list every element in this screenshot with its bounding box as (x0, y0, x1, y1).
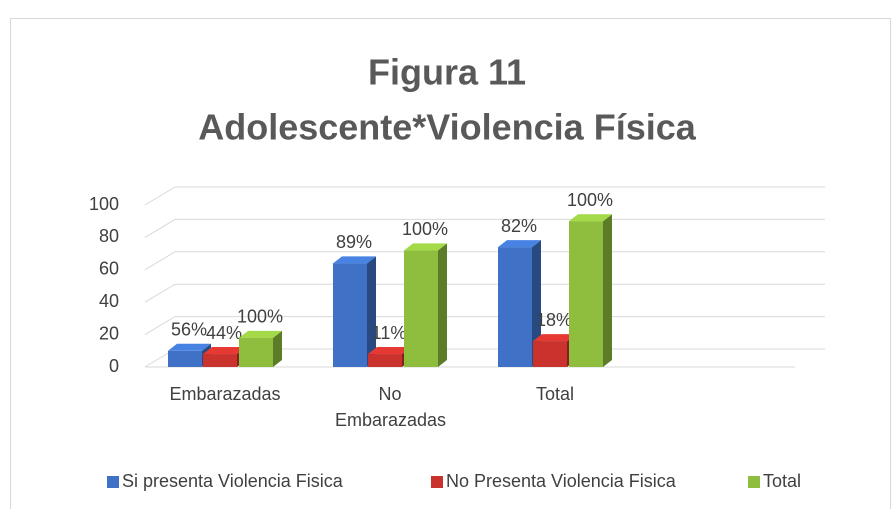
bar-side (532, 240, 541, 367)
grid-line (144, 186, 825, 206)
bar-top (333, 256, 376, 264)
bar-top (498, 240, 541, 248)
data-label: 11% (372, 323, 407, 343)
bar (168, 350, 202, 367)
x-tick-label: Total (535, 384, 575, 404)
bar (203, 354, 237, 367)
bar-top (368, 347, 411, 355)
data-label: 100% (567, 190, 613, 210)
bar-top (569, 214, 612, 222)
data-label: 82% (501, 216, 537, 236)
data-label: 100% (237, 307, 283, 327)
bar-top (404, 243, 447, 251)
grid-line (144, 218, 825, 238)
x-tick-label: No Embarazadas (335, 384, 447, 430)
bar (533, 341, 567, 367)
y-tick-label: 100 (89, 194, 119, 214)
grid-line (144, 251, 825, 271)
bar-top (168, 343, 211, 351)
legend-label: Si presenta Violencia Fisica (122, 471, 344, 491)
x-tick-label: Embarazadas (169, 384, 281, 404)
y-tick-label: 0 (109, 356, 119, 376)
legend-swatch (107, 476, 119, 488)
bar (368, 354, 402, 367)
y-tick-label: 60 (99, 259, 119, 279)
chart-border (10, 18, 891, 509)
bar (404, 250, 438, 367)
bar-side (438, 243, 447, 367)
y-tick-label: 40 (99, 291, 119, 311)
y-tick-label: 20 (99, 323, 119, 343)
bar (333, 263, 367, 367)
bar-top (239, 330, 282, 338)
data-label: 89% (336, 232, 372, 252)
data-label: 56% (171, 320, 207, 340)
legend-label: No Presenta Violencia Fisica (446, 471, 677, 491)
bar (569, 221, 603, 367)
bar-top (533, 334, 576, 342)
bar (239, 337, 273, 367)
data-label: 100% (402, 219, 448, 239)
bar-top (203, 347, 246, 355)
data-label: 44% (206, 323, 242, 343)
chart-subtitle: Adolescente*Violencia Física (198, 107, 697, 148)
legend-label: Total (763, 471, 801, 491)
bar (498, 247, 532, 367)
chart-title: Figura 11 (368, 52, 526, 93)
bar-side (273, 330, 282, 367)
bar-side (603, 214, 612, 367)
bar-side (367, 256, 376, 367)
grid-line (144, 283, 825, 303)
data-label: 18% (536, 310, 572, 330)
legend-swatch (748, 476, 760, 488)
y-tick-label: 80 (99, 226, 119, 246)
legend-swatch (431, 476, 443, 488)
